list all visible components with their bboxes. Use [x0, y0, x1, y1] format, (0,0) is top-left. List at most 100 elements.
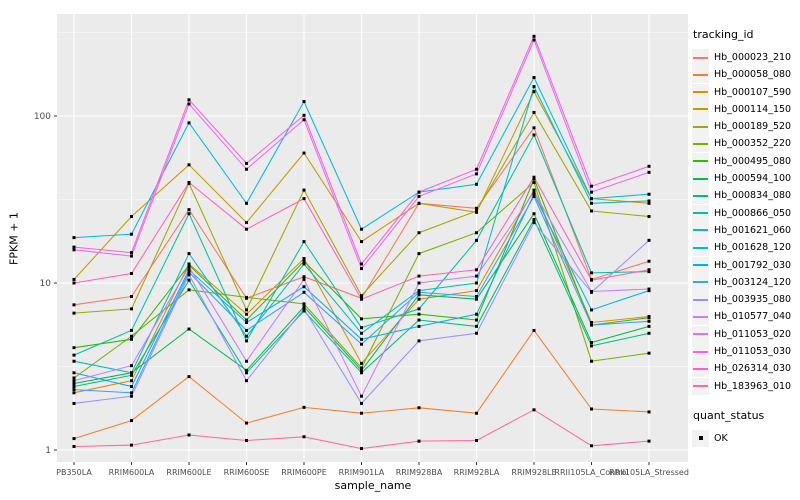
data-point	[532, 188, 536, 192]
data-point	[130, 419, 133, 423]
data-point	[360, 361, 363, 365]
data-point	[302, 197, 306, 201]
data-point	[360, 342, 363, 346]
data-point	[532, 212, 536, 216]
legend-item-Hb_000866_050: Hb_000866_050	[692, 204, 800, 222]
data-point	[72, 444, 76, 448]
legend-color-line-icon	[693, 229, 708, 232]
data-point	[475, 268, 478, 272]
data-point	[532, 221, 536, 225]
legend-key-box	[692, 66, 709, 84]
data-point	[130, 334, 133, 338]
legend-color-line-icon	[693, 350, 708, 353]
x-tick-label: PB350LA	[56, 468, 92, 477]
data-point	[532, 34, 536, 38]
data-point	[647, 170, 651, 174]
data-point	[245, 167, 248, 171]
data-point	[187, 278, 191, 282]
data-point	[417, 201, 421, 205]
data-point	[360, 366, 363, 370]
data-point	[72, 303, 76, 307]
data-point	[130, 254, 133, 258]
data-point	[187, 288, 191, 292]
legend-color-line-icon	[693, 108, 708, 111]
data-point	[360, 317, 363, 321]
legend-item-Hb_000023_210: Hb_000023_210	[692, 49, 800, 66]
data-point	[532, 177, 536, 181]
data-point	[647, 238, 651, 242]
data-point	[647, 324, 651, 328]
data-point	[130, 271, 133, 275]
data-point	[475, 206, 478, 210]
data-point	[590, 190, 593, 194]
data-point	[302, 259, 306, 263]
data-point	[360, 411, 363, 415]
data-point	[360, 326, 363, 330]
data-point	[417, 274, 421, 278]
data-point	[647, 215, 651, 219]
data-point	[187, 121, 191, 125]
data-point	[187, 212, 191, 216]
data-point	[647, 289, 651, 293]
data-point	[417, 312, 421, 316]
legend-item-Hb_003935_080: Hb_003935_080	[692, 291, 800, 309]
legend-color-line-icon	[693, 298, 708, 301]
data-point	[302, 113, 306, 117]
data-point	[130, 364, 133, 368]
data-point	[360, 371, 363, 375]
data-point	[532, 190, 536, 194]
legend-key-box	[692, 377, 709, 395]
data-point	[72, 236, 76, 240]
data-point	[360, 297, 363, 301]
data-point	[417, 231, 421, 235]
data-point	[532, 133, 536, 137]
data-point	[72, 371, 76, 375]
data-point	[532, 76, 536, 80]
data-point	[532, 175, 536, 179]
data-point	[647, 439, 651, 443]
data-point	[302, 275, 306, 279]
data-point	[245, 308, 248, 312]
data-point	[245, 161, 248, 165]
legend-item-label: Hb_000058_080	[714, 69, 792, 81]
data-point	[417, 194, 421, 198]
data-point	[590, 341, 593, 345]
data-point	[72, 385, 76, 389]
data-point	[130, 337, 133, 341]
data-point	[590, 289, 593, 293]
data-point	[475, 297, 478, 301]
data-point	[187, 327, 191, 331]
data-point	[532, 126, 536, 130]
legend-color-line-icon	[693, 212, 708, 215]
data-point	[475, 331, 478, 335]
legend-key-box	[692, 118, 709, 136]
x-tick-label: RRIM600SE	[224, 468, 270, 477]
data-point	[532, 408, 536, 412]
legend-color-line-icon	[693, 315, 708, 318]
data-point	[590, 201, 593, 205]
data-point	[245, 359, 248, 363]
data-point	[475, 172, 478, 176]
data-point	[360, 240, 363, 244]
legend-item-Hb_000495_080: Hb_000495_080	[692, 152, 800, 170]
legend-item-Hb_001792_030: Hb_001792_030	[692, 256, 800, 274]
data-point	[72, 245, 76, 249]
legend-color-line-icon	[693, 73, 708, 76]
legend-key-box	[692, 170, 709, 188]
data-point	[475, 324, 478, 328]
data-point	[417, 297, 421, 301]
x-tick-label: RRIM901LA	[339, 468, 385, 477]
data-point	[532, 194, 536, 198]
data-point	[475, 182, 478, 186]
data-point	[590, 323, 593, 327]
legend-item-label: Hb_011053_030	[714, 346, 792, 358]
legend-color-line-icon	[693, 56, 708, 59]
data-point	[187, 263, 191, 267]
data-point	[302, 240, 306, 244]
data-point	[245, 371, 248, 375]
data-point	[130, 232, 133, 236]
legend-color-line-icon	[693, 367, 708, 370]
data-point	[475, 438, 478, 442]
data-point	[187, 180, 191, 184]
